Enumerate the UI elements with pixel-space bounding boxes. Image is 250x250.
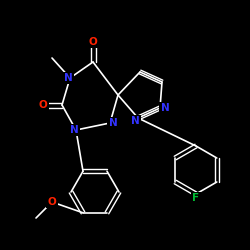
Text: N: N [130, 116, 140, 126]
Text: O: O [48, 197, 56, 207]
Text: N: N [64, 73, 72, 83]
Text: F: F [192, 193, 200, 203]
Text: N: N [108, 118, 118, 128]
Text: O: O [88, 37, 98, 47]
Text: O: O [38, 100, 48, 110]
Text: N: N [70, 125, 78, 135]
Text: N: N [160, 103, 170, 113]
